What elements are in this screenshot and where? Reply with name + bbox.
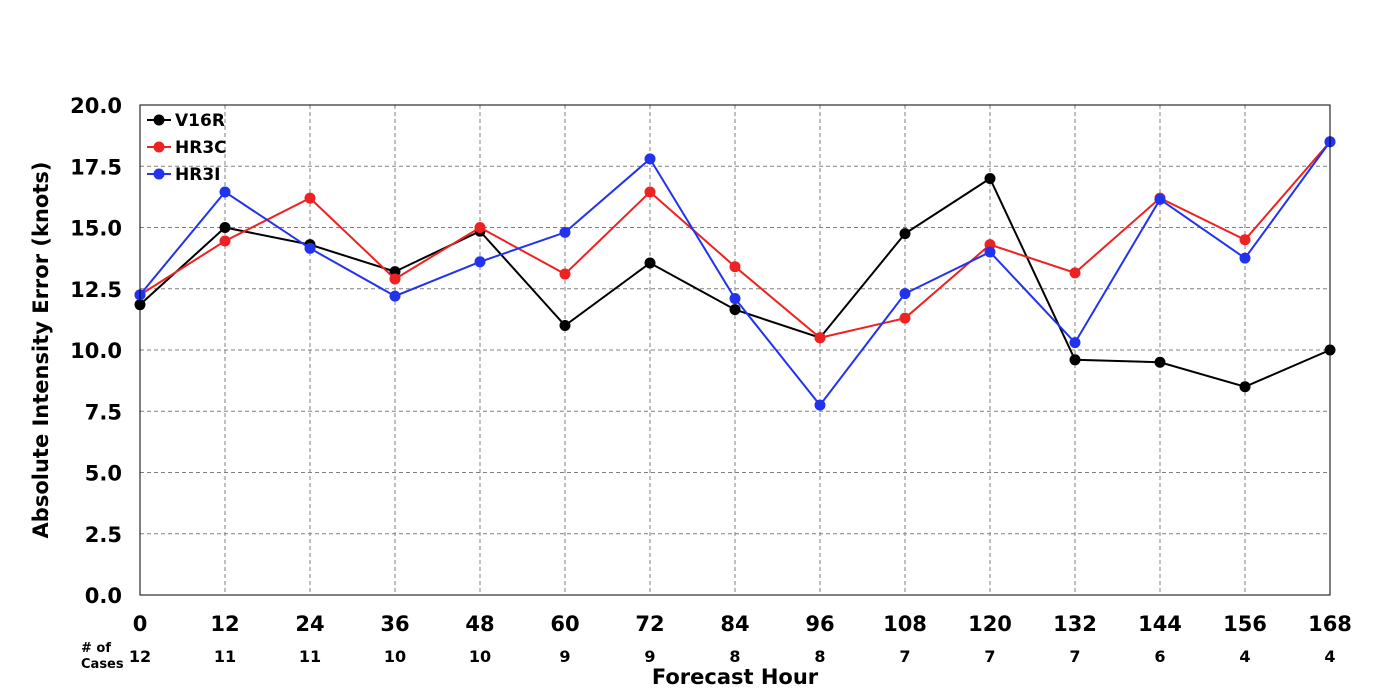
x-tick-label: 12: [210, 612, 239, 636]
cases-count: 10: [469, 647, 491, 666]
data-point-hr3i: [474, 256, 486, 268]
x-tick-label: 108: [883, 612, 927, 636]
cases-count: 10: [384, 647, 406, 666]
data-point-hr3c: [644, 186, 656, 198]
legend-label-hr3c: HR3C: [175, 138, 227, 158]
data-point-v16r: [984, 173, 996, 184]
data-point-v16r: [559, 320, 571, 331]
cases-count: 11: [214, 647, 236, 666]
data-point-hr3c: [814, 332, 826, 344]
x-tick-label: 0: [133, 612, 148, 636]
legend-item-hr3c: HR3C: [147, 138, 227, 158]
x-tick-label: 84: [720, 612, 749, 636]
data-point-v16r: [729, 304, 741, 316]
legend-item-v16r: V16R: [147, 111, 225, 131]
data-point-hr3c: [899, 312, 911, 324]
y-tick-label: 20.0: [70, 94, 122, 118]
x-tick-label: 60: [550, 612, 579, 636]
cases-count: 7: [899, 647, 910, 666]
data-point-hr3i: [1239, 252, 1251, 264]
legend-marker-hr3i: [153, 168, 165, 180]
y-axis-title: Absolute Intensity Error (knots): [29, 162, 53, 539]
data-point-v16r: [899, 228, 911, 240]
y-tick-label: 7.5: [85, 400, 122, 424]
x-tick-label: 120: [968, 612, 1012, 636]
legend-label-hr3i: HR3I: [175, 165, 220, 185]
data-point-v16r: [1239, 381, 1251, 393]
cases-count: 6: [1154, 647, 1165, 666]
data-point-hr3i: [304, 242, 316, 254]
data-point-hr3c: [304, 192, 316, 204]
y-tick-label: 10.0: [70, 339, 122, 363]
x-tick-label: 132: [1053, 612, 1097, 636]
x-tick-label: 168: [1308, 612, 1352, 636]
cases-count: 4: [1324, 647, 1335, 666]
data-point-v16r: [644, 257, 656, 269]
cases-count: 4: [1239, 647, 1250, 666]
data-point-hr3c: [729, 261, 741, 273]
x-tick-label: 24: [295, 612, 324, 636]
cases-count: 8: [814, 647, 825, 666]
series-hr3i: [134, 136, 1336, 411]
data-point-hr3i: [389, 290, 401, 302]
data-point-hr3i: [729, 293, 741, 305]
data-point-hr3c: [474, 222, 486, 233]
series-lines: [134, 136, 1336, 411]
data-point-hr3i: [814, 399, 826, 411]
cases-count: 8: [729, 647, 740, 666]
x-tick-label: 156: [1223, 612, 1267, 636]
data-point-hr3i: [559, 226, 571, 238]
y-tick-label: 15.0: [70, 217, 122, 241]
plot-frame: [139, 104, 1331, 596]
data-point-hr3i: [644, 153, 656, 165]
x-axis-title: Forecast Hour: [652, 665, 819, 689]
y-tick-label: 0.0: [85, 584, 122, 608]
data-point-hr3i: [1154, 193, 1166, 205]
data-point-v16r: [1154, 356, 1166, 368]
grid-lines: [140, 105, 1330, 595]
x-tick-label: 144: [1138, 612, 1182, 636]
data-point-hr3i: [899, 288, 911, 300]
y-tick-label: 5.0: [85, 462, 122, 486]
data-point-hr3c: [219, 235, 231, 247]
cases-count: 7: [1069, 647, 1080, 666]
data-point-hr3i: [1069, 337, 1081, 349]
data-point-hr3c: [389, 273, 401, 285]
y-tick-label: 12.5: [70, 278, 122, 302]
x-tick-label: 96: [805, 612, 834, 636]
cases-count: 9: [559, 647, 570, 666]
data-point-v16r: [1069, 354, 1081, 366]
data-point-hr3i: [984, 246, 996, 258]
legend-item-hr3i: HR3I: [147, 165, 220, 185]
x-tick-label: 72: [635, 612, 664, 636]
y-tick-labels: 0.0 2.5 5.0 7.5 10.0 12.5 15.0 17.5 20.0: [70, 94, 122, 608]
x-tick-labels: 0 12 24 36 48 60 72 84 96 108 120 132 144 156 168: [133, 612, 1352, 636]
cases-row: # of Cases 12 11 11 10 10 9 9 8 8 7 7 7 6 4 4: [81, 641, 1336, 672]
data-point-hr3c: [559, 268, 571, 280]
y-tick-label: 2.5: [85, 523, 122, 547]
legend: V16R HR3C HR3I: [147, 111, 227, 185]
x-tick-label: 48: [465, 612, 494, 636]
data-point-v16r: [219, 222, 231, 233]
data-point-hr3i: [219, 186, 231, 198]
x-tick-label: 36: [380, 612, 409, 636]
cases-count: 11: [299, 647, 321, 666]
data-point-hr3c: [1069, 267, 1081, 279]
cases-title-line1: # of: [81, 641, 111, 656]
legend-label-v16r: V16R: [175, 111, 225, 131]
legend-marker-hr3c: [153, 141, 165, 153]
y-tick-label: 17.5: [70, 155, 122, 179]
data-point-hr3c: [1239, 234, 1251, 246]
cases-count: 9: [644, 647, 655, 666]
legend-marker-v16r: [153, 114, 165, 126]
cases-title-line2: Cases: [81, 657, 124, 672]
cases-count: 7: [984, 647, 995, 666]
cases-count: 12: [129, 647, 151, 666]
